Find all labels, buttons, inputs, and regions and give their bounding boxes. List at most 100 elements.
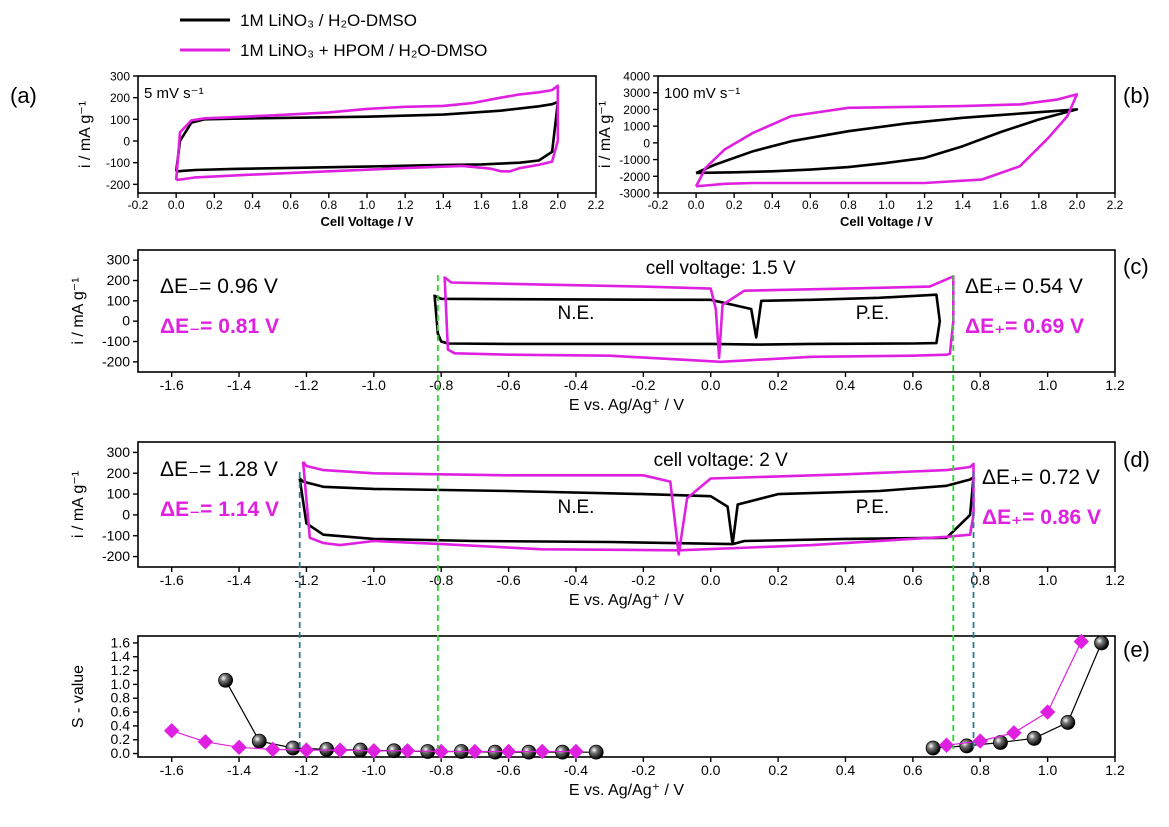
data-point-diamond — [265, 741, 281, 758]
x-tick-label: 1.2 — [1105, 762, 1125, 778]
x-tick-label: -0.2 — [128, 198, 149, 212]
x-axis-label: E vs. Ag/Ag⁺ / V — [569, 782, 684, 799]
series-line-magenta — [443, 275, 955, 364]
x-tick-label: 0.6 — [903, 762, 923, 778]
panel-label: (a) — [10, 83, 37, 108]
data-point-sphere — [218, 672, 233, 688]
x-tick-label: 0.4 — [764, 198, 781, 212]
x-tick-label: 0.2 — [768, 572, 788, 588]
x-tick-label: -1.6 — [160, 377, 184, 393]
plot-frame — [137, 249, 1116, 373]
y-tick-label: 200 — [110, 91, 130, 105]
x-tick-label: -1.6 — [160, 572, 184, 588]
data-point-sphere — [1094, 635, 1109, 651]
y-tick-label: 100 — [107, 486, 131, 502]
y-tick-label: -2000 — [619, 170, 650, 184]
x-tick-label: 0.2 — [768, 377, 788, 393]
x-tick-label: -1.0 — [362, 762, 386, 778]
y-tick-label: 0.0 — [111, 745, 131, 761]
data-point-diamond — [163, 723, 180, 739]
y-tick-label: 100 — [110, 113, 130, 127]
y-tick-label: 200 — [107, 272, 131, 288]
delta-e-label: ΔE₋= 1.14 V — [160, 498, 279, 521]
x-tick-label: 0.8 — [971, 377, 991, 393]
x-tick-label: 0.2 — [726, 198, 743, 212]
data-point-diamond — [500, 743, 517, 760]
y-axis-label: i / mA g⁻¹ — [77, 101, 94, 168]
x-tick-label: -1.2 — [294, 377, 318, 393]
y-tick-label: 4000 — [623, 70, 650, 84]
y-tick-label: 300 — [107, 252, 131, 268]
x-tick-label: -1.0 — [362, 572, 386, 588]
data-point-diamond — [534, 743, 550, 760]
x-tick-label: 0.6 — [903, 377, 923, 393]
data-point-diamond — [938, 737, 955, 753]
x-tick-label: 0.2 — [768, 762, 788, 778]
x-tick-label: 2.0 — [1069, 198, 1086, 212]
data-point-sphere — [925, 740, 941, 756]
rate-annotation: 5 mV s⁻¹ — [144, 85, 204, 102]
series-line-magenta — [694, 93, 1079, 188]
data-point-diamond — [1073, 633, 1090, 650]
x-tick-label: -0.2 — [648, 198, 669, 212]
delta-e-label: ΔE₋= 0.96 V — [160, 275, 278, 298]
x-tick-label: 0.4 — [836, 572, 856, 588]
data-point-diamond — [1039, 704, 1056, 720]
x-tick-label: 2.0 — [549, 198, 566, 212]
x-tick-label: 0.8 — [971, 762, 991, 778]
series-line-black — [433, 293, 942, 346]
x-tick-label: -0.4 — [564, 377, 588, 393]
x-tick-label: -0.8 — [429, 762, 453, 778]
x-tick-label: -0.8 — [429, 377, 453, 393]
panel-label: (e) — [1123, 637, 1150, 662]
panel-c: (c) -1.6 -1.4 -1.2 -1.0 -0.8 -0.6 -0.4 -0.2 0.0 0.… — [70, 249, 1149, 414]
x-tick-label: -1.2 — [294, 762, 318, 778]
y-tick-label: 0.4 — [111, 717, 131, 733]
y-tick-label: 2000 — [623, 103, 650, 117]
data-point-diamond — [399, 743, 416, 759]
x-tick-label: 1.0 — [359, 198, 376, 212]
data-point-sphere — [993, 735, 1008, 750]
x-tick-label: 1.2 — [397, 198, 414, 212]
y-tick-label: 0 — [122, 506, 130, 522]
y-tick-label: 1.0 — [111, 676, 131, 692]
delta-e-label: ΔE₊= 0.72 V — [982, 466, 1100, 489]
y-tick-label: -100 — [102, 527, 130, 543]
data-point-sphere — [487, 744, 503, 760]
x-tick-label: -0.6 — [497, 377, 521, 393]
x-tick-label: 0.8 — [320, 198, 337, 212]
x-tick-label: -0.2 — [631, 762, 655, 778]
cell-voltage-annotation: cell voltage: 1.5 V — [646, 258, 796, 279]
delta-e-label: ΔE₊= 0.86 V — [982, 506, 1101, 529]
x-tick-label: -1.4 — [227, 762, 251, 778]
data-point-sphere — [1060, 715, 1076, 730]
y-axis-label: i / mA g⁻¹ — [597, 101, 614, 168]
panel-b: (b) -0.2 0.0 0.2 0.4 0.6 0.8 1.0 1.2 1.4 1.6 1.8 2.0… — [597, 70, 1150, 230]
data-point-sphere — [319, 741, 335, 757]
panel-label: (d) — [1123, 447, 1150, 472]
x-tick-label: -1.4 — [227, 377, 251, 393]
series-line-black — [298, 476, 975, 546]
series-connector — [225, 680, 597, 753]
y-tick-label: -1000 — [619, 153, 650, 167]
x-tick-label: -0.6 — [497, 762, 521, 778]
data-point-diamond — [298, 742, 315, 758]
y-tick-label: 100 — [107, 292, 131, 308]
panel-e: (e)-1.6 -1.4 -1.2 -1.0 -0.8 -0.6 -0.4 -0.2 0.0 0.… — [70, 633, 1150, 799]
data-point-sphere — [588, 744, 604, 760]
x-axis-label: Cell Voltage / V — [840, 214, 933, 229]
y-axis-label: i / mA g⁻¹ — [70, 471, 87, 538]
panel-a: (a) -0.2 0.0 0.2 0.4 0.6 0.8 1.0 1.2 1.4 1.6 1.8 2.0… — [10, 70, 605, 230]
x-tick-label: -0.8 — [429, 572, 453, 588]
x-tick-label: 1.0 — [1038, 377, 1058, 393]
x-tick-label: -1.2 — [294, 572, 318, 588]
x-tick-label: 0.0 — [688, 198, 705, 212]
delta-e-label: ΔE₊= 0.69 V — [965, 315, 1084, 338]
y-tick-label: 300 — [107, 444, 131, 460]
x-tick-label: 0.4 — [244, 198, 261, 212]
x-tick-label: -0.4 — [564, 572, 588, 588]
y-tick-label: 300 — [110, 70, 130, 84]
legend-label-black: 1M LiNO₃ / H₂O-DMSO — [240, 11, 417, 30]
y-tick-label: -100 — [102, 333, 130, 349]
series-line-magenta — [301, 460, 975, 556]
